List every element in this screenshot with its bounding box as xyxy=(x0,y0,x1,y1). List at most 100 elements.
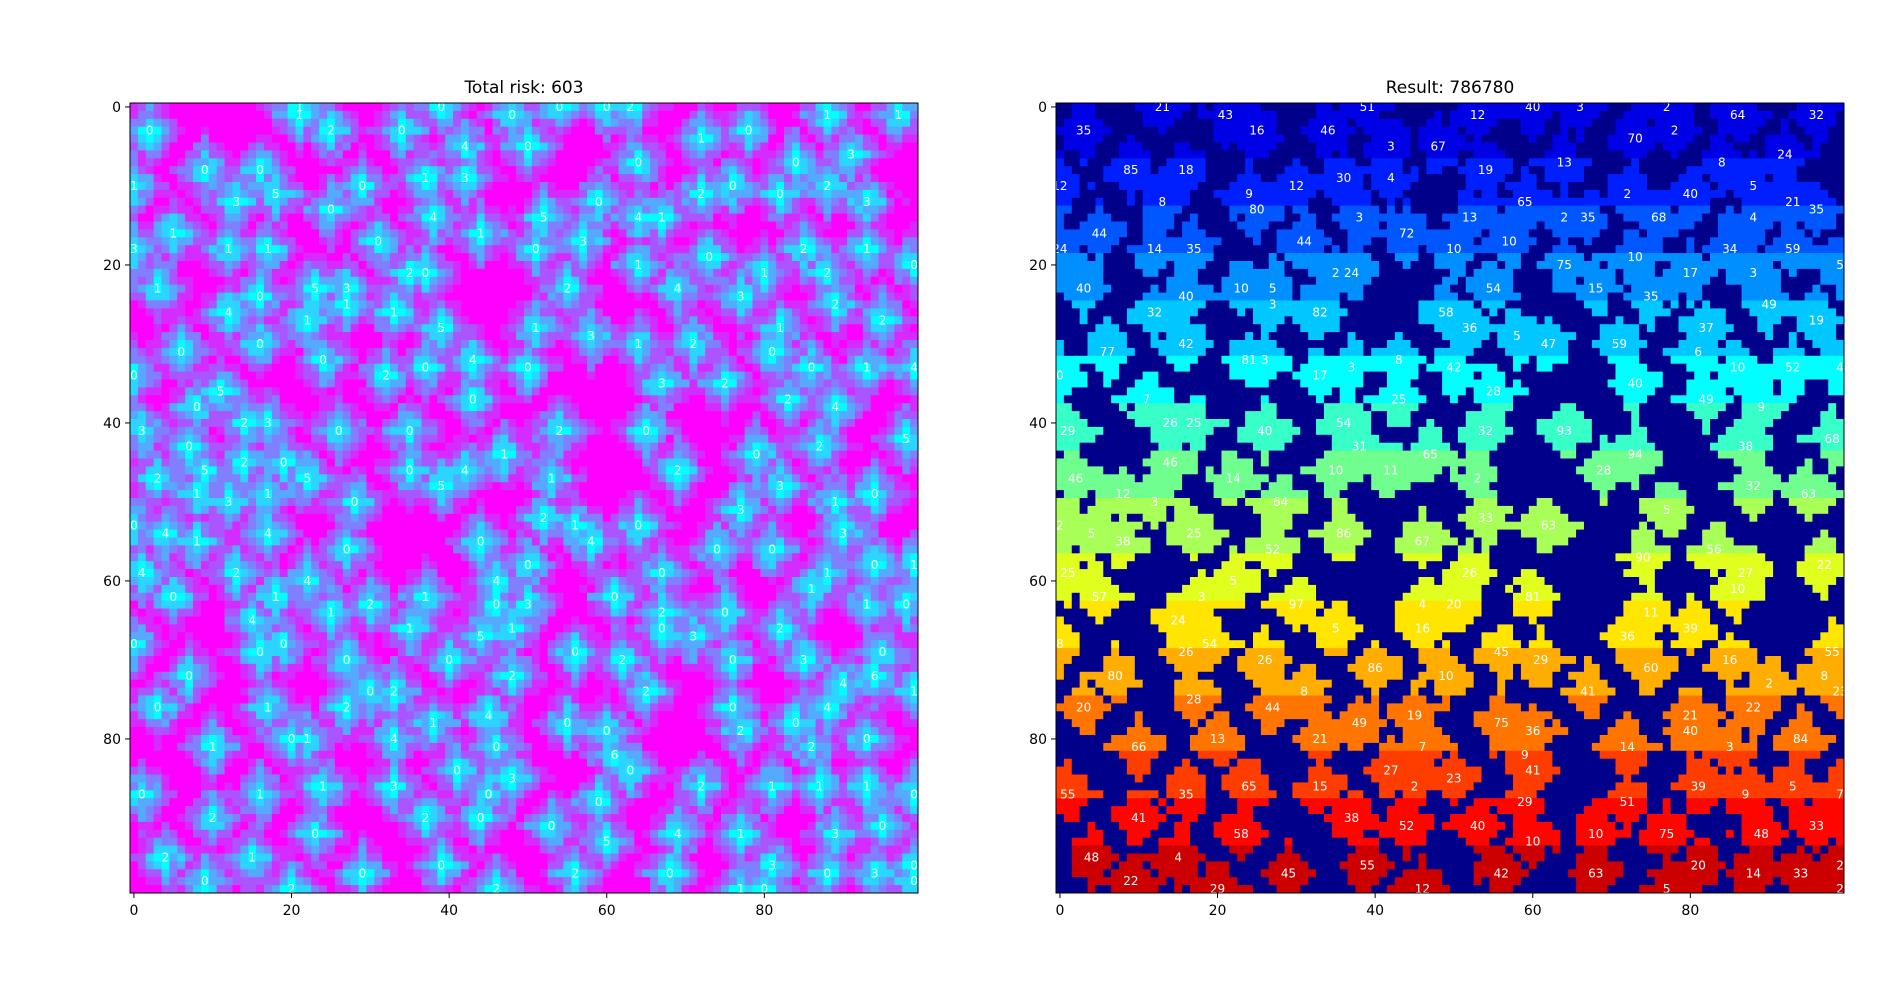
risk-heatmap-cell xyxy=(263,521,273,531)
risk-heatmap-cell xyxy=(421,347,431,357)
risk-heatmap-cell xyxy=(137,584,147,594)
risk-heatmap-cell xyxy=(634,276,643,286)
risk-heatmap-cell xyxy=(531,505,541,515)
risk-heatmap-cell xyxy=(500,474,509,483)
risk-heatmap-cell xyxy=(673,355,683,365)
risk-heatmap-cell xyxy=(405,505,415,515)
risk-heatmap-cell xyxy=(547,426,557,436)
risk-heatmap-cell xyxy=(382,253,391,262)
risk-heatmap-cell xyxy=(240,253,249,262)
risk-heatmap-cell xyxy=(776,237,785,246)
risk-heatmap-cell xyxy=(429,221,438,230)
risk-heatmap-cell xyxy=(130,387,139,396)
risk-heatmap-cell xyxy=(216,584,226,594)
risk-heatmap-cell xyxy=(350,411,367,420)
risk-heatmap-cell xyxy=(657,221,667,230)
risk-heatmap-cell xyxy=(728,632,738,641)
risk-heatmap-cell xyxy=(878,426,888,436)
risk-heatmap-cell xyxy=(153,600,163,610)
risk-heatmap-cell xyxy=(870,340,880,349)
risk-heatmap-cell xyxy=(705,261,722,270)
risk-heatmap-cell xyxy=(854,466,864,475)
risk-heatmap-cell xyxy=(397,118,407,128)
risk-heatmap-cell xyxy=(579,118,588,128)
risk-heatmap-cell xyxy=(571,466,580,475)
risk-heatmap-cell xyxy=(248,189,265,199)
risk-heatmap-cell xyxy=(626,213,635,223)
risk-heatmap-cell xyxy=(263,442,281,452)
risk-heatmap-cell xyxy=(334,616,344,625)
risk-heatmap-cell xyxy=(752,561,761,570)
risk-heatmap-cell xyxy=(397,316,415,325)
risk-heatmap-cell xyxy=(744,174,754,183)
risk-heatmap-cell xyxy=(760,426,769,436)
risk-heatmap-cell xyxy=(626,561,635,570)
risk-heatmap-cell xyxy=(397,103,407,112)
risk-heatmap-cell xyxy=(610,584,620,594)
risk-heatmap-cell xyxy=(894,268,911,278)
risk-heatmap-cell xyxy=(736,592,746,602)
risk-heatmap-cell xyxy=(697,237,706,246)
risk-heatmap-cell xyxy=(697,268,706,278)
risk-heatmap-cell xyxy=(594,205,604,215)
risk-heatmap-cell xyxy=(839,411,856,420)
risk-heatmap-cell xyxy=(705,300,722,309)
risk-heatmap-cell xyxy=(130,434,139,444)
risk-heatmap-cell xyxy=(216,308,234,317)
risk-heatmap-cell xyxy=(161,332,178,341)
risk-heatmap-cell xyxy=(350,197,375,207)
risk-heatmap-cell xyxy=(839,545,848,554)
risk-heatmap-cell xyxy=(910,268,918,278)
risk-heatmap-cell xyxy=(240,490,249,499)
risk-heatmap-cell xyxy=(366,434,375,444)
risk-heatmap-cell xyxy=(721,229,730,238)
risk-heatmap-cell xyxy=(311,608,320,618)
risk-heatmap-cell xyxy=(563,237,572,246)
risk-heatmap-cell xyxy=(547,640,557,649)
risk-heatmap-cell xyxy=(256,600,265,610)
risk-heatmap-cell xyxy=(650,253,659,262)
risk-heatmap-cell xyxy=(374,379,391,388)
risk-heatmap-cell xyxy=(137,577,155,586)
risk-heatmap-cell xyxy=(807,213,817,223)
risk-heatmap-cell xyxy=(390,174,407,183)
risk-heatmap-cell xyxy=(224,292,234,302)
risk-heatmap-cell xyxy=(728,387,738,396)
risk-heatmap-cell xyxy=(799,363,825,373)
risk-heatmap-cell xyxy=(594,347,604,357)
risk-heatmap-cell xyxy=(216,245,226,254)
risk-heatmap-cell xyxy=(169,632,178,641)
risk-heatmap-cell xyxy=(492,110,509,120)
risk-heatmap-cell xyxy=(728,640,738,649)
risk-heatmap-cell xyxy=(736,332,746,341)
risk-heatmap-cell xyxy=(185,411,194,420)
risk-heatmap-cell xyxy=(366,569,375,578)
risk-heatmap-cell xyxy=(878,292,888,302)
risk-heatmap-cell xyxy=(271,411,281,420)
risk-heatmap-cell xyxy=(130,126,139,136)
risk-heatmap-cell xyxy=(256,245,281,254)
risk-heatmap-cell xyxy=(208,166,218,175)
risk-heatmap-cell xyxy=(531,189,541,199)
risk-heatmap-cell xyxy=(311,292,320,302)
risk-heatmap-cell xyxy=(752,268,761,278)
risk-heatmap-cell xyxy=(177,419,194,428)
risk-heatmap-cell xyxy=(594,110,612,120)
risk-heatmap-cell xyxy=(878,150,888,159)
risk-heatmap-cell xyxy=(476,648,486,657)
risk-heatmap-cell xyxy=(130,103,139,112)
risk-heatmap-cell xyxy=(208,308,218,317)
risk-heatmap-cell xyxy=(681,450,691,460)
risk-heatmap-cell xyxy=(484,134,501,144)
risk-heatmap-cell xyxy=(161,268,170,278)
risk-heatmap-cell xyxy=(697,245,722,254)
risk-heatmap-cell xyxy=(736,537,754,546)
risk-heatmap-cell xyxy=(791,126,801,136)
risk-heatmap-cell xyxy=(705,640,714,649)
risk-heatmap-cell xyxy=(169,340,178,349)
risk-heatmap-cell xyxy=(263,608,273,618)
risk-heatmap-cell xyxy=(240,379,249,388)
risk-heatmap-cell xyxy=(673,205,691,215)
risk-heatmap-cell xyxy=(145,545,155,554)
risk-heatmap-cell xyxy=(524,300,533,309)
